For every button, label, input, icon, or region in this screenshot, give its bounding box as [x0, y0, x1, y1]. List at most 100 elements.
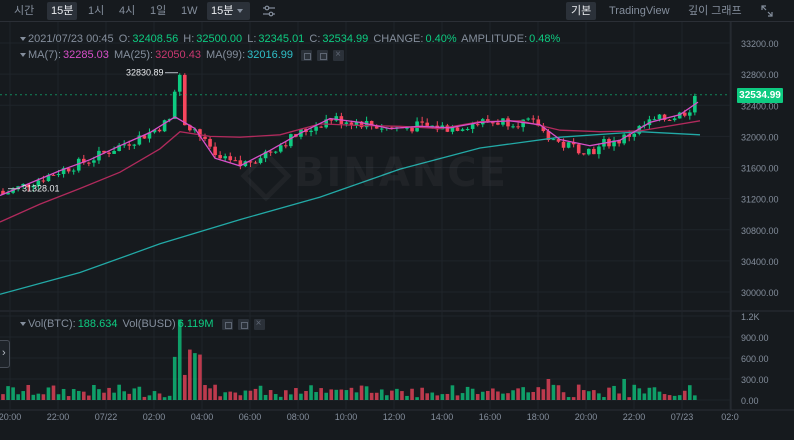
time-axis-label: 02:00 — [143, 412, 166, 422]
candle-body — [470, 124, 475, 129]
indicator-settings-icon[interactable] — [301, 49, 313, 61]
volume-bar — [31, 394, 36, 400]
time-axis-label: 07/22 — [95, 412, 118, 422]
volume-bar — [46, 387, 51, 400]
volume-bar — [642, 393, 647, 400]
drawing-tools-toggle[interactable] — [0, 340, 10, 368]
timeframe-dropdown[interactable]: 15분 — [207, 2, 250, 20]
current-price-tag: 32534.99 — [737, 88, 783, 103]
candle-body — [637, 125, 642, 134]
indicator-hide-icon[interactable] — [317, 49, 329, 61]
volume-bar — [71, 389, 76, 400]
toolbar: 시간 15분 1시 4시 1일 1W 15분 기본 TradingView 깊이… — [0, 0, 794, 22]
view-tradingview[interactable]: TradingView — [609, 5, 670, 17]
volume-bar — [415, 397, 419, 400]
change-label: CHANGE: — [373, 33, 424, 45]
candle-body — [511, 126, 515, 128]
tf-1d[interactable]: 1일 — [150, 5, 167, 17]
tf-1w[interactable]: 1W — [181, 5, 198, 17]
collapse-caret-icon[interactable] — [20, 322, 26, 327]
candle-body — [213, 146, 217, 156]
fullscreen-icon[interactable] — [760, 4, 774, 18]
tf-1h[interactable]: 1시 — [88, 5, 105, 17]
view-depth[interactable]: 깊이 그래프 — [688, 5, 742, 17]
volume-bar — [405, 395, 409, 400]
volume-bar — [167, 395, 172, 400]
volume-bar — [662, 394, 667, 400]
low-marker-label: 31328.01 — [22, 184, 60, 194]
candle-body — [667, 119, 672, 121]
candle-body — [672, 118, 677, 121]
volume-bar — [425, 393, 429, 400]
candle-body — [56, 174, 61, 176]
volume-bar — [117, 384, 121, 400]
ma7-line — [0, 101, 699, 197]
volume-bar — [299, 393, 303, 400]
volume-bar — [268, 390, 273, 400]
candle-body — [258, 158, 263, 163]
volume-axis-label: 600.00 — [741, 354, 769, 364]
volume-bar — [198, 354, 202, 400]
ma99-line — [0, 131, 701, 295]
indicator-hide-icon[interactable] — [237, 318, 249, 330]
price-axis-label: 33200.00 — [741, 39, 779, 49]
volume-bar — [112, 392, 116, 400]
volume-bar — [571, 397, 576, 400]
candle-body — [31, 185, 36, 188]
volume-bar — [82, 391, 86, 400]
candle-body — [314, 126, 318, 131]
volume-bar — [188, 349, 192, 400]
volume-bar — [410, 388, 414, 400]
settings-sliders-icon[interactable] — [262, 4, 276, 18]
volume-bar — [213, 384, 217, 400]
collapse-caret-icon[interactable] — [20, 37, 26, 42]
time-axis-label: 22:00 — [47, 412, 70, 422]
time-axis-label: 02:0 — [721, 412, 739, 422]
price-axis-label: 32800.00 — [741, 70, 779, 80]
volume-bar — [289, 394, 293, 400]
tf-4h[interactable]: 4시 — [119, 5, 136, 17]
tf-time[interactable]: 시간 — [14, 5, 35, 17]
timeframe-dropdown-label: 15분 — [211, 5, 234, 17]
indicator-close-icon[interactable] — [253, 317, 265, 331]
view-basic[interactable]: 기본 — [566, 2, 597, 20]
candle-body — [152, 129, 157, 133]
volume-bar — [652, 387, 657, 400]
candle-body — [536, 119, 541, 126]
volume-bar — [203, 385, 207, 400]
candle-body — [349, 122, 354, 126]
open-value: 32408.56 — [132, 33, 179, 45]
time-axis-label: 16:00 — [479, 412, 502, 422]
candle-body — [379, 128, 384, 130]
candle-body — [592, 148, 596, 155]
volume-bar — [359, 385, 364, 400]
volume-bar — [617, 393, 621, 400]
volume-bar — [374, 392, 379, 400]
candle-body — [566, 142, 571, 148]
candle-body — [369, 120, 374, 126]
time-axis-label: 07/23 — [671, 412, 694, 422]
volume-bar — [602, 397, 606, 400]
candle-body — [183, 74, 187, 126]
volume-bar — [66, 396, 71, 400]
volume-bar — [193, 353, 197, 400]
candle-body — [475, 124, 480, 126]
tf-15m[interactable]: 15분 — [47, 2, 78, 20]
indicator-settings-icon[interactable] — [221, 318, 233, 330]
candle-body — [162, 120, 167, 132]
volume-bar — [491, 388, 495, 400]
ohlc-line: 2021/07/23 00:45 O: 32408.56 H: 32500.00 L… — [20, 32, 562, 46]
volume-bar — [682, 390, 687, 400]
candle-body — [51, 174, 56, 176]
volume-bar — [546, 379, 551, 400]
time-axis-label: 10:00 — [335, 412, 358, 422]
candle-body — [576, 144, 581, 154]
collapse-caret-icon[interactable] — [20, 53, 26, 58]
indicator-close-icon[interactable] — [333, 48, 345, 62]
candle-body — [526, 118, 530, 120]
ma99-label: MA(99): — [206, 49, 246, 61]
candle-body — [465, 128, 470, 130]
candle-body — [238, 160, 243, 167]
volume-bar — [445, 393, 450, 400]
